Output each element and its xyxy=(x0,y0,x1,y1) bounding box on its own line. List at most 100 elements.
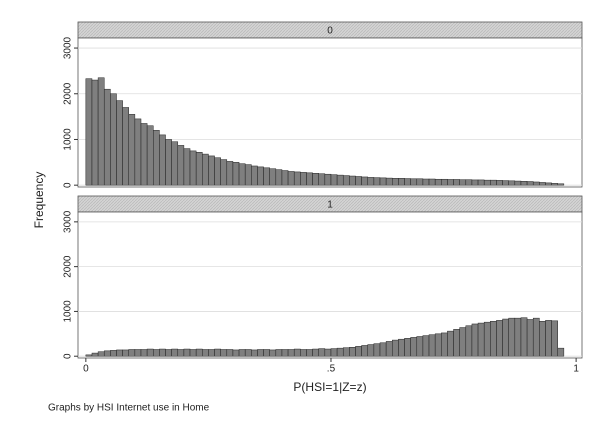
bar xyxy=(532,181,540,186)
panel-title: 1 xyxy=(327,200,333,211)
bar xyxy=(183,348,191,357)
bar xyxy=(532,317,540,357)
y-axis-label: Frequency xyxy=(32,172,46,229)
bar xyxy=(545,182,552,186)
bar xyxy=(165,139,172,186)
bar xyxy=(404,178,411,186)
bar xyxy=(300,172,307,186)
bar xyxy=(159,348,166,357)
bar xyxy=(85,354,93,357)
bar xyxy=(306,172,313,186)
bar xyxy=(453,179,460,186)
bar xyxy=(392,178,399,186)
bar xyxy=(545,320,552,357)
bar xyxy=(232,162,240,186)
bar xyxy=(398,338,405,357)
bar xyxy=(551,183,558,186)
y-tick-label: 1000 xyxy=(63,300,74,323)
bar xyxy=(171,348,179,357)
bar xyxy=(483,179,491,186)
bar xyxy=(349,347,356,357)
bar xyxy=(459,327,467,357)
bar xyxy=(287,349,295,357)
bar xyxy=(189,349,197,357)
bar xyxy=(153,349,160,357)
bar xyxy=(355,176,362,186)
bar xyxy=(110,350,117,357)
bar xyxy=(330,174,338,186)
bar xyxy=(177,349,185,357)
bar xyxy=(508,317,516,357)
bar xyxy=(496,180,503,186)
bar xyxy=(293,171,301,186)
bar xyxy=(159,134,166,186)
bar xyxy=(85,78,93,186)
bar xyxy=(502,180,509,186)
bar xyxy=(195,152,203,186)
bar xyxy=(490,179,497,186)
x-tick-label: .5 xyxy=(327,364,336,375)
bar xyxy=(220,159,228,186)
bar xyxy=(263,167,270,186)
bar xyxy=(318,348,326,357)
bar xyxy=(195,348,203,357)
bar xyxy=(490,321,497,357)
x-tick-label: 0 xyxy=(83,364,89,375)
bar xyxy=(428,178,436,186)
bar xyxy=(103,350,111,357)
bar xyxy=(477,179,485,186)
bar xyxy=(342,175,350,186)
bar xyxy=(520,317,528,357)
note: Graphs by HSI Internet use in Home xyxy=(48,403,210,414)
bar xyxy=(226,349,234,357)
bar xyxy=(551,320,558,357)
bar xyxy=(398,178,405,186)
bar xyxy=(434,178,442,186)
bar xyxy=(539,182,546,186)
bar xyxy=(293,348,301,357)
bar xyxy=(496,320,503,357)
bar xyxy=(422,335,430,357)
bar xyxy=(477,322,485,357)
bar xyxy=(122,349,129,357)
bar xyxy=(103,88,111,186)
bar xyxy=(453,329,460,357)
bar xyxy=(214,157,221,186)
bar xyxy=(355,346,362,357)
bar xyxy=(171,141,179,186)
bar xyxy=(330,348,338,357)
bar xyxy=(514,180,522,186)
bar xyxy=(526,319,534,357)
bar xyxy=(404,338,411,357)
bar xyxy=(416,336,424,357)
bar xyxy=(434,333,442,357)
bar xyxy=(226,161,234,186)
bar xyxy=(379,342,387,357)
bar xyxy=(508,180,516,186)
bar xyxy=(275,349,283,357)
bar xyxy=(385,177,393,186)
bar xyxy=(441,332,448,357)
bar xyxy=(220,349,228,357)
bar xyxy=(502,318,509,357)
bar xyxy=(189,150,197,186)
bar xyxy=(244,164,252,186)
bar xyxy=(238,349,246,357)
bar xyxy=(165,349,172,357)
bar xyxy=(447,330,454,357)
bar xyxy=(183,148,191,186)
bar xyxy=(465,179,473,186)
bar xyxy=(202,349,209,357)
x-tick-label: 1 xyxy=(573,364,579,375)
bar xyxy=(134,118,142,186)
y-tick-label: 2000 xyxy=(63,255,74,278)
bar xyxy=(269,349,277,357)
bar xyxy=(471,179,479,186)
bar xyxy=(410,178,418,186)
bar xyxy=(471,323,479,357)
bar xyxy=(91,79,99,186)
bar xyxy=(306,349,313,357)
bar xyxy=(367,177,375,186)
bar xyxy=(483,321,491,357)
